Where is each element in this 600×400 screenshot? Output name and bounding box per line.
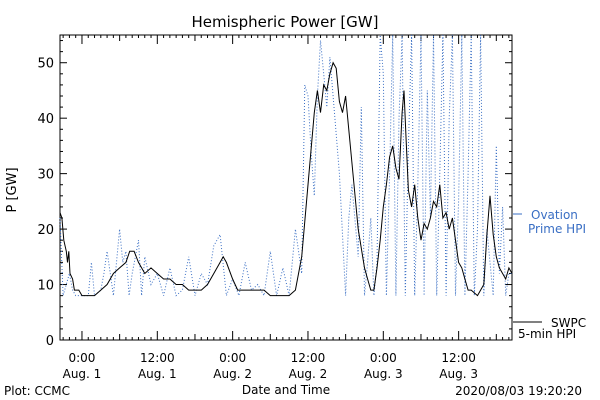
x-tick-date-label: Aug. 3	[439, 367, 478, 381]
plot-frame	[59, 34, 513, 341]
chart-title: Hemispheric Power [GW]	[192, 13, 379, 31]
y-axis-label: P [GW]	[5, 167, 20, 212]
timestamp: 2020/08/03 19:20:20	[455, 384, 582, 398]
x-tick-date-label: Aug. 3	[364, 367, 403, 381]
y-tick-label: 50	[37, 57, 54, 72]
x-tick-time-label: 0:00	[68, 351, 95, 365]
x-axis-ticks: 0:00 Aug. 1 12:00 Aug. 1 0:00 Aug. 2 12:00 Aug.…	[63, 35, 510, 381]
legend-ovation-prime-hpi: Ovation Prime HPI	[513, 208, 586, 236]
y-tick-label: 20	[37, 223, 54, 238]
y-tick-label: 40	[37, 112, 54, 127]
y-tick-label: 30	[37, 168, 54, 183]
x-tick-date-label: Aug. 2	[289, 367, 328, 381]
legend-swpc-label-line2: 5-min HPI	[518, 327, 576, 341]
y-tick-label: 10	[37, 279, 54, 294]
x-axis-label: Date and Time	[242, 383, 330, 397]
legend-ovation-label-line1: Ovation	[531, 208, 578, 222]
legend-swpc-label-line1: SWPC	[551, 316, 586, 330]
x-tick-time-label: 0:00	[219, 351, 246, 365]
legend-ovation-label-line2: Prime HPI	[528, 222, 586, 236]
series-layer	[59, 34, 513, 298]
legend-swpc-5min-hpi: SWPC 5-min HPI	[513, 316, 586, 341]
x-tick-time-label: 12:00	[291, 351, 326, 365]
x-tick-date-label: Aug. 2	[213, 367, 252, 381]
x-tick-date-label: Aug. 1	[138, 367, 177, 381]
series-swpc-5min-hpi-line	[59, 61, 513, 297]
x-tick-time-label: 0:00	[370, 351, 397, 365]
x-tick-time-label: 12:00	[441, 351, 476, 365]
plot-credit: Plot: CCMC	[4, 384, 70, 398]
x-tick-date-label: Aug. 1	[63, 367, 102, 381]
x-tick-time-label: 12:00	[140, 351, 175, 365]
y-axis-ticks: 0 10 20 30 40 50	[37, 40, 512, 349]
y-tick-label: 0	[46, 334, 54, 349]
